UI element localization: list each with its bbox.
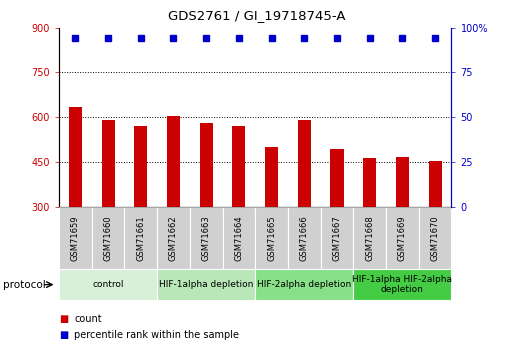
Text: GSM71666: GSM71666 (300, 215, 309, 261)
Bar (428, 161, 442, 207)
Text: GSM71663: GSM71663 (202, 215, 211, 261)
Text: HIF-1alpha depletion: HIF-1alpha depletion (159, 280, 253, 289)
Text: GSM71667: GSM71667 (332, 215, 342, 261)
Text: GSM71659: GSM71659 (71, 215, 80, 261)
Bar (363, 158, 376, 207)
Bar (353, 269, 451, 300)
Bar (92, 207, 125, 269)
Bar (386, 207, 419, 269)
Bar (288, 207, 321, 269)
Bar (255, 269, 353, 300)
Text: GSM71660: GSM71660 (104, 215, 112, 261)
Bar (167, 116, 180, 207)
Bar (255, 207, 288, 269)
Text: control: control (92, 280, 124, 289)
Text: count: count (74, 314, 102, 324)
Text: protocol: protocol (3, 280, 45, 289)
Text: HIF-1alpha HIF-2alpha
depletion: HIF-1alpha HIF-2alpha depletion (352, 275, 452, 294)
Text: GSM71670: GSM71670 (430, 215, 440, 261)
Bar (134, 126, 147, 207)
Bar (200, 123, 213, 207)
Bar (419, 207, 451, 269)
Text: GDS2761 / GI_19718745-A: GDS2761 / GI_19718745-A (168, 9, 345, 22)
Bar (102, 120, 114, 207)
Bar (124, 207, 157, 269)
Text: ■: ■ (59, 330, 68, 339)
Bar (190, 207, 223, 269)
Text: GSM71665: GSM71665 (267, 215, 276, 261)
Text: GSM71669: GSM71669 (398, 215, 407, 261)
Bar (157, 207, 190, 269)
Text: GSM71661: GSM71661 (136, 215, 145, 261)
Text: HIF-2alpha depletion: HIF-2alpha depletion (257, 280, 351, 289)
Text: GSM71662: GSM71662 (169, 215, 178, 261)
Bar (69, 107, 82, 207)
Bar (232, 126, 245, 207)
Bar (59, 269, 157, 300)
Text: percentile rank within the sample: percentile rank within the sample (74, 330, 240, 339)
Bar (321, 207, 353, 269)
Bar (59, 207, 92, 269)
Bar (298, 120, 311, 207)
Text: ■: ■ (59, 314, 68, 324)
Bar (353, 207, 386, 269)
Bar (330, 149, 344, 207)
Bar (223, 207, 255, 269)
Bar (265, 147, 278, 207)
Text: GSM71664: GSM71664 (234, 215, 243, 261)
Bar (157, 269, 255, 300)
Text: GSM71668: GSM71668 (365, 215, 374, 261)
Bar (396, 157, 409, 207)
